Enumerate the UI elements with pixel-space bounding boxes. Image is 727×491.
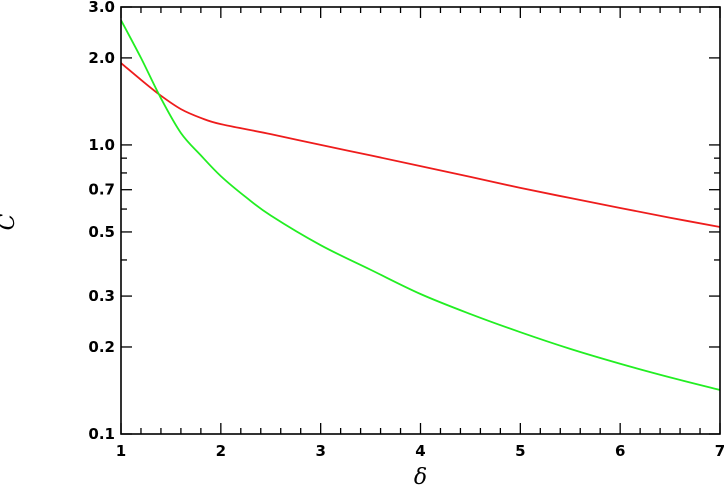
x-tick-label: 4	[415, 442, 425, 460]
tick-labels: 1 2 3 4 5 6 7 0.1 0.2 0.3 0.5 0.7 1.0 2.0 3.0	[88, 0, 725, 460]
series-line-2	[120, 19, 721, 391]
x-tick-label: 1	[116, 442, 126, 460]
x-tick-label: 6	[615, 442, 625, 460]
x-tick-label: 7	[715, 442, 725, 460]
axis-ticks	[120, 6, 721, 435]
y-tick-label: 0.5	[88, 223, 115, 241]
y-tick-label: 1.0	[88, 136, 115, 154]
y-tick-label: 2.0	[88, 49, 115, 67]
x-tick-label: 3	[315, 442, 325, 460]
x-tick-label: 5	[515, 442, 525, 460]
plot-frame	[120, 6, 721, 435]
y-tick-label: 0.2	[88, 338, 115, 356]
y-tick-label: 0.3	[88, 287, 115, 305]
y-tick-label: 0.7	[88, 181, 115, 199]
y-tick-label: 3.0	[88, 0, 115, 16]
y-tick-label: 0.1	[88, 425, 115, 443]
series-line-1	[120, 62, 721, 228]
x-axis-label: δ	[414, 465, 427, 490]
x-tick-label: 2	[216, 442, 226, 460]
y-axis-label: C	[0, 213, 20, 230]
series-layer	[120, 19, 721, 391]
